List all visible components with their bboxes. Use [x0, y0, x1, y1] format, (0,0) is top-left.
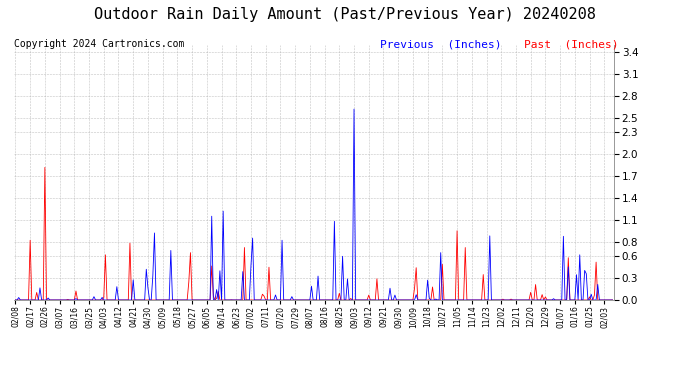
Text: Copyright 2024 Cartronics.com: Copyright 2024 Cartronics.com — [14, 39, 184, 50]
Text: Previous  (Inches): Previous (Inches) — [380, 39, 501, 50]
Text: Past  (Inches): Past (Inches) — [524, 39, 619, 50]
Text: Outdoor Rain Daily Amount (Past/Previous Year) 20240208: Outdoor Rain Daily Amount (Past/Previous… — [94, 8, 596, 22]
